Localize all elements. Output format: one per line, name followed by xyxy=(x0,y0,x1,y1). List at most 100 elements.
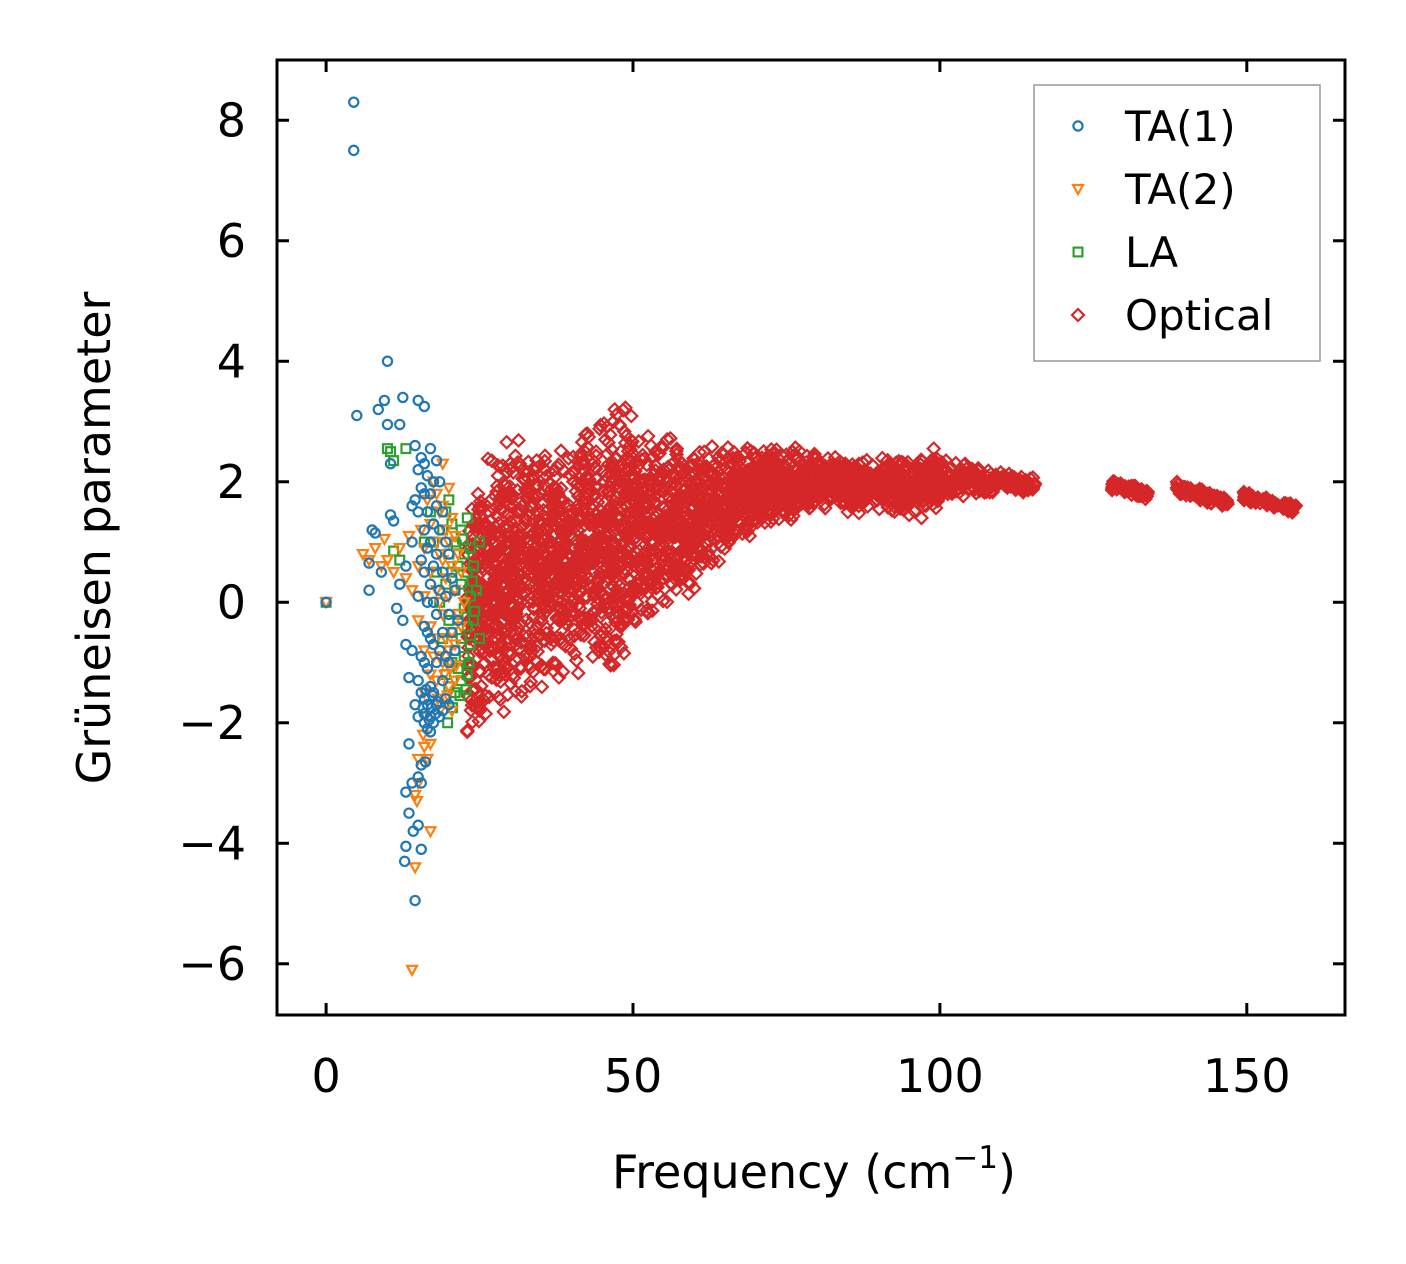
x-tick-label: 150 xyxy=(1203,1049,1291,1103)
data-point xyxy=(656,462,672,478)
data-point xyxy=(400,786,412,798)
data-point xyxy=(945,473,961,490)
data-point xyxy=(599,419,615,435)
data-point xyxy=(351,409,363,422)
data-point xyxy=(433,476,446,488)
data-point xyxy=(1003,469,1019,485)
data-point xyxy=(372,403,384,416)
data-point xyxy=(588,639,604,656)
data-point xyxy=(613,615,630,631)
data-point xyxy=(933,483,949,499)
data-point xyxy=(424,536,437,548)
data-point xyxy=(699,459,715,475)
data-point xyxy=(588,444,604,460)
legend-entry: TA(1) xyxy=(1072,102,1236,151)
data-point xyxy=(430,608,443,621)
data-point xyxy=(1027,476,1043,492)
data-point xyxy=(957,456,973,472)
data-point xyxy=(418,400,431,413)
data-point xyxy=(427,560,440,572)
data-point xyxy=(645,449,662,465)
data-point xyxy=(406,644,418,657)
data-point xyxy=(812,455,828,471)
data-point xyxy=(403,807,415,819)
data-point xyxy=(669,441,685,457)
data-point xyxy=(1013,477,1029,493)
data-point xyxy=(386,567,401,580)
data-point xyxy=(366,524,378,536)
data-point xyxy=(925,497,941,513)
data-point xyxy=(400,560,412,572)
axes: 0 50 100 150 −6 −4 −2 0 2 4 6 8 xyxy=(178,60,1345,1103)
data-point xyxy=(446,518,458,530)
data-point xyxy=(880,499,896,515)
plot-points xyxy=(319,96,1304,978)
data-point xyxy=(914,453,930,469)
data-point xyxy=(507,532,523,548)
data-point xyxy=(915,473,931,489)
data-point xyxy=(486,563,503,579)
data-point xyxy=(900,479,916,495)
data-point xyxy=(378,394,391,407)
data-point xyxy=(576,453,592,469)
data-point xyxy=(468,700,485,716)
data-point xyxy=(776,503,793,519)
data-point xyxy=(603,465,619,481)
data-point xyxy=(742,528,758,544)
data-point xyxy=(651,482,667,498)
data-point xyxy=(972,481,988,497)
data-point xyxy=(424,632,437,645)
x-axis-label: Frequency (cm−1) xyxy=(612,1140,1016,1199)
data-point xyxy=(823,463,839,479)
data-point xyxy=(619,462,635,478)
data-point xyxy=(472,663,488,679)
data-point xyxy=(606,493,623,509)
data-point xyxy=(608,626,624,642)
data-point xyxy=(392,542,407,556)
data-point xyxy=(601,656,618,672)
data-point xyxy=(913,510,930,526)
data-point xyxy=(590,529,606,546)
data-point xyxy=(668,561,684,577)
data-point xyxy=(400,840,412,852)
data-point xyxy=(692,556,708,572)
data-point xyxy=(611,589,627,605)
data-point xyxy=(473,624,489,640)
data-point xyxy=(723,531,739,547)
data-point xyxy=(986,476,1002,492)
data-point xyxy=(851,505,867,521)
data-point xyxy=(455,632,467,644)
data-point xyxy=(506,670,522,686)
data-point xyxy=(893,488,909,505)
data-point xyxy=(629,595,645,611)
data-point xyxy=(871,465,887,481)
data-point xyxy=(524,546,540,562)
data-point xyxy=(724,510,740,526)
data-point xyxy=(430,548,443,560)
data-point xyxy=(669,494,685,511)
data-point xyxy=(610,634,627,650)
data-point xyxy=(638,602,655,618)
data-point xyxy=(482,541,498,557)
data-point xyxy=(412,506,424,518)
data-point xyxy=(598,629,614,645)
data-point xyxy=(493,567,509,583)
data-point xyxy=(588,480,604,496)
data-point xyxy=(536,595,552,612)
data-point xyxy=(564,506,580,522)
x-tick-label: 50 xyxy=(604,1049,663,1103)
data-point xyxy=(466,575,478,587)
data-point xyxy=(420,683,432,696)
data-point xyxy=(568,518,584,534)
data-point xyxy=(455,578,467,590)
y-tick-label: −4 xyxy=(178,816,246,870)
data-point xyxy=(582,612,598,628)
data-point xyxy=(443,494,455,506)
data-point xyxy=(757,496,773,512)
data-point xyxy=(534,657,550,673)
data-point xyxy=(743,443,759,459)
data-point xyxy=(435,554,450,568)
data-point xyxy=(546,633,562,649)
data-point xyxy=(664,563,680,579)
data-point xyxy=(650,517,667,533)
